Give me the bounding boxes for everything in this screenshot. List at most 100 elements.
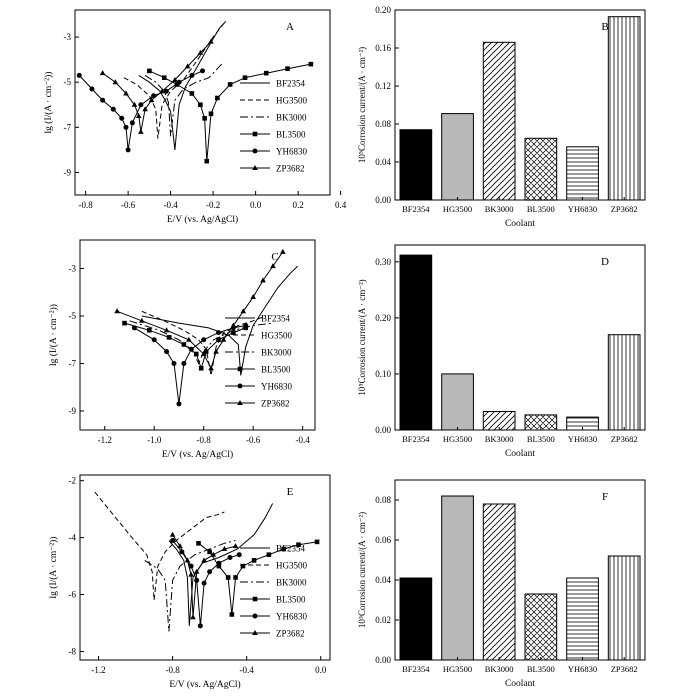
data-point-marker (135, 113, 142, 119)
x-tick-label: YH6830 (568, 664, 597, 674)
data-point-marker (112, 79, 119, 85)
legend-entry: YH6830 (261, 382, 292, 392)
series-line (141, 310, 266, 376)
x-tick-label: -0.8 (165, 665, 180, 675)
series-YH6830 (131, 323, 249, 407)
x-axis-label: E/V (vs. Ag/AgCl) (162, 449, 233, 460)
y-tick-label: 0.00 (375, 655, 391, 665)
bar-BL3500 (524, 137, 558, 201)
data-point-marker (186, 336, 192, 342)
x-tick-label: BF2354 (402, 434, 430, 444)
data-point-marker (188, 571, 194, 577)
legend-entry: BL3500 (276, 595, 306, 605)
legend-entry: BL3500 (261, 365, 291, 375)
data-point-marker (252, 131, 258, 137)
data-point-marker (252, 165, 258, 170)
data-point-marker (194, 577, 200, 583)
data-point-marker (240, 563, 246, 569)
data-point-marker (227, 82, 233, 87)
x-tick-label: -1.2 (98, 435, 112, 445)
data-point-marker (147, 68, 152, 74)
legend-entry: BF2354 (261, 314, 291, 324)
y-axis-label: 10⁵Corrosion current/(A · cm⁻²) (357, 512, 367, 628)
data-point-marker (252, 596, 258, 602)
legend-entry: HG3500 (276, 96, 307, 106)
data-point-marker (184, 63, 191, 69)
data-point-marker (237, 366, 243, 372)
data-point-marker (197, 49, 204, 55)
legend-entry: BF2354 (276, 79, 306, 89)
data-point-marker (172, 76, 178, 82)
x-tick-label: -0.4 (240, 665, 255, 675)
x-axis-label: E/V (vs. Ag/AgCl) (169, 679, 240, 690)
data-point-marker (166, 335, 172, 340)
data-point-marker (148, 97, 155, 103)
series-HG3500 (141, 310, 266, 376)
data-point-marker (139, 317, 145, 323)
data-point-marker (151, 337, 157, 343)
x-tick-label: HG3500 (443, 434, 472, 444)
data-point-marker (285, 66, 290, 71)
y-tick-label: -8 (69, 646, 77, 656)
data-point-marker (193, 568, 200, 574)
series-BK3000 (144, 61, 225, 137)
data-point-marker (161, 75, 167, 80)
x-axis-label: Coolant (505, 219, 535, 229)
y-tick-label: 0.12 (375, 81, 391, 91)
data-point-marker (189, 72, 195, 78)
data-point-marker (100, 97, 106, 103)
y-tick-label: 0.30 (375, 257, 391, 267)
corrosion-bar-chart-F: F 0.00 0.02 0.04 0.06 0.08 10⁵Corrosion curren… (357, 479, 646, 689)
x-tick-label: -1.0 (147, 435, 162, 445)
panel-label: D (601, 256, 609, 268)
bar-YH6830 (566, 146, 599, 201)
x-tick-label: BF2354 (402, 664, 430, 674)
data-point-marker (189, 91, 195, 96)
data-point-marker (216, 560, 222, 566)
data-point-marker (138, 128, 144, 134)
x-tick-label: 0.0 (250, 200, 262, 210)
data-point-marker (252, 148, 258, 154)
x-tick-label: -0.4 (296, 435, 311, 445)
legend-entry: BK3000 (261, 348, 292, 358)
polarization-chart-E: E -1.2 -0.8 -0.4 0.0 -8 -6 -4 -2 E/V (vs. Ag/AgCl… (48, 474, 331, 690)
series-line (94, 491, 225, 601)
x-tick-label: BF2354 (402, 204, 430, 214)
y-tick-label: -9 (64, 167, 72, 177)
legend: BF2354 HG3500 BK3000 BL3500 YH6830 ZP3682 (240, 79, 307, 174)
y-tick-label: 0.00 (375, 425, 391, 435)
data-point-marker (163, 88, 169, 94)
x-axis-label: Coolant (505, 449, 535, 459)
legend-entry: BL3500 (276, 130, 306, 140)
data-point-marker (242, 75, 248, 80)
y-tick-label: 0.04 (375, 157, 391, 167)
data-point-marker (196, 541, 201, 546)
legend-entry: YH6830 (276, 147, 307, 157)
y-axis-label: lg (I/(A · cm⁻²)) (43, 72, 54, 134)
data-point-marker (230, 322, 237, 328)
data-point-marker (208, 38, 214, 44)
data-point-marker (260, 277, 266, 283)
y-tick-label: -5 (64, 77, 72, 87)
data-point-marker (229, 612, 235, 617)
corrosion-bar-chart-D: D 0.00 0.10 0.20 0.30 10⁵Corrosion current/(A… (357, 244, 646, 459)
data-point-marker (237, 400, 243, 405)
y-axis-label: lg (I/(A · cm⁻²)) (48, 304, 59, 366)
x-tick-label: -0.6 (121, 200, 136, 210)
x-tick-label: -0.8 (79, 200, 94, 210)
plot-frame (394, 244, 646, 431)
data-point-marker (216, 330, 222, 336)
data-point-marker (200, 351, 207, 356)
data-point-marker (252, 613, 258, 619)
data-point-marker (198, 102, 203, 108)
data-point-marker (208, 111, 214, 117)
plot-frame (394, 479, 646, 661)
x-tick-label: 0.0 (315, 665, 327, 675)
data-point-marker (197, 623, 203, 629)
x-axis-label: Coolant (505, 679, 535, 689)
data-point-marker (221, 546, 228, 551)
data-point-marker (232, 543, 239, 549)
bar-BL3500 (524, 593, 558, 661)
data-point-marker (208, 365, 214, 371)
